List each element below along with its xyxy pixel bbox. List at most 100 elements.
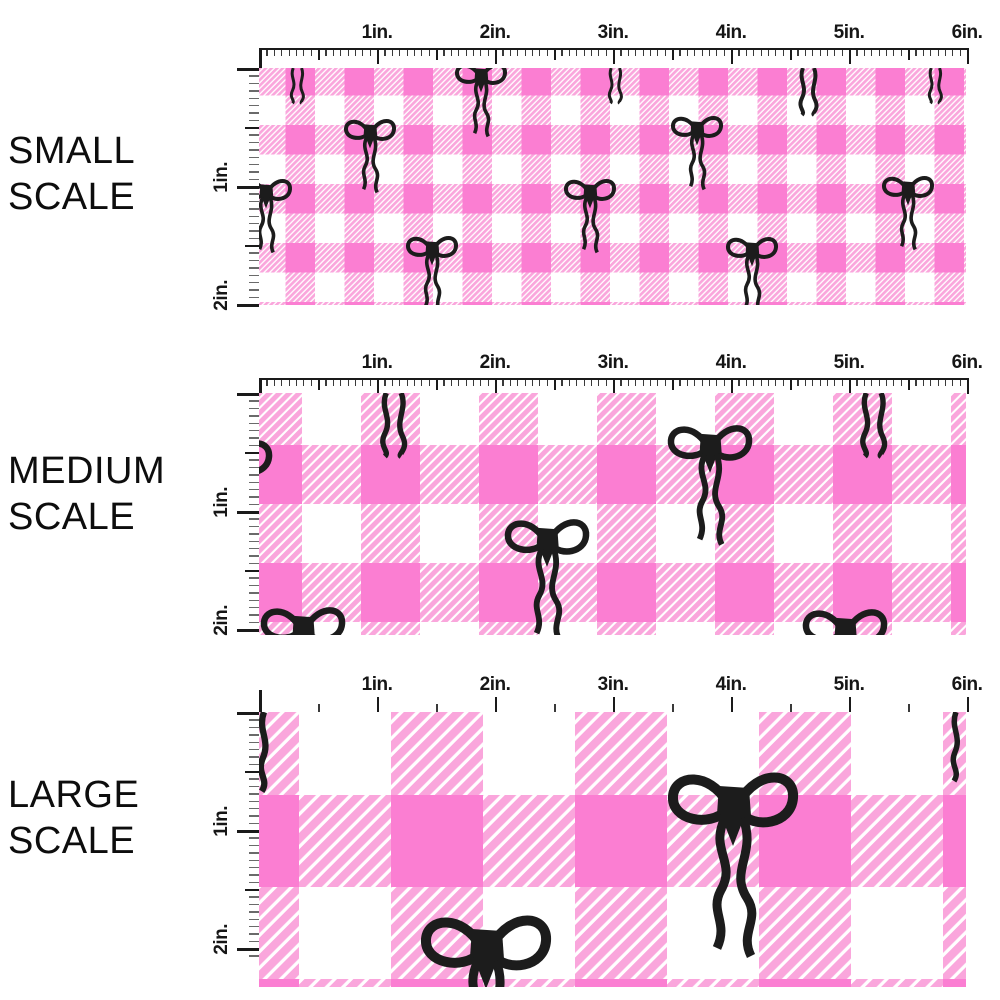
ruler-tick (775, 380, 777, 386)
ruler-tick (249, 533, 259, 535)
ruler-tick (249, 474, 259, 476)
scale-label-line: LARGE (8, 774, 140, 816)
ruler-baseline (259, 378, 969, 380)
ruler-tick (249, 800, 259, 802)
ruler-tick (249, 785, 259, 788)
ruler-tick (443, 380, 445, 386)
ruler-tick (642, 50, 644, 56)
ruler-tick (318, 50, 320, 60)
ruler-tick (642, 380, 644, 386)
ruler-tick (908, 50, 910, 60)
ruler-tick (249, 178, 259, 181)
ruler-tick (731, 50, 733, 64)
inch-label: 4in. (715, 22, 747, 43)
ruler-tick (915, 50, 917, 56)
ruler-tick (249, 911, 259, 913)
ruler-tick (635, 380, 637, 386)
ruler-tick (249, 230, 259, 232)
ruler-tick (613, 380, 615, 394)
ruler-tick (249, 466, 259, 469)
ruler-tick (458, 380, 460, 386)
ruler-tick (841, 50, 843, 56)
ruler-tick (716, 380, 718, 386)
vertical-ruler-small: 1in. 2in. (211, 68, 259, 311)
ruler-tick (893, 50, 895, 56)
scale-label-line: SCALE (8, 820, 136, 862)
ruler-tick (620, 380, 622, 386)
inch-label: 4in. (715, 674, 747, 695)
ruler-tick (753, 380, 755, 386)
ruler-tick (531, 50, 534, 56)
ruler-tick (708, 50, 711, 56)
ruler-tick (863, 380, 865, 386)
fabric-swatch-large (259, 712, 966, 987)
ruler-tick (237, 68, 259, 71)
ruler-tick (281, 50, 283, 56)
ruler-tick (249, 903, 259, 906)
ruler-tick (249, 193, 259, 195)
scale-label-line: MEDIUM (8, 450, 166, 492)
inch-label-vertical: 2in. (211, 605, 232, 636)
ruler-tick (249, 540, 259, 542)
ruler-tick (249, 163, 259, 166)
ruler-tick (583, 380, 585, 386)
ruler-tick (922, 380, 924, 386)
inch-label-vertical: 1in. (211, 806, 232, 837)
inch-label: 2in. (479, 22, 511, 43)
horizontal-ruler-small: 1in. 2in. 3in. 4in. 5in. 6in. (259, 22, 996, 68)
ruler-tick (524, 380, 526, 386)
ruler-tick (679, 50, 681, 56)
ruler-tick (266, 50, 268, 56)
ruler-tick (568, 380, 570, 386)
ruler-tick (273, 50, 275, 56)
ruler-tick (944, 380, 947, 386)
ruler-tick (406, 50, 408, 56)
ruler-tick (249, 793, 259, 795)
ruler-tick (362, 50, 364, 56)
inch-label-vertical: 1in. (211, 487, 232, 518)
ruler-tick (249, 518, 259, 520)
ruler-tick (428, 50, 430, 56)
ruler-tick (672, 50, 674, 60)
ruler-tick (613, 697, 615, 712)
ruler-tick (249, 614, 259, 616)
scale-label-medium: MEDIUM SCALE (8, 448, 165, 540)
ruler-tick (249, 437, 259, 439)
ruler-tick (554, 380, 556, 390)
ruler-tick (249, 496, 259, 498)
ruler-tick (605, 50, 607, 56)
ruler-tick (249, 289, 259, 291)
ruler-tick (583, 50, 585, 56)
ruler-tick (649, 50, 652, 56)
ruler-tick (576, 380, 578, 386)
scale-label-line: SCALE (8, 496, 136, 538)
ruler-tick (249, 756, 259, 758)
ruler-tick (249, 444, 259, 447)
inch-label: 6in. (951, 674, 983, 695)
ruler-tick (249, 134, 259, 136)
ruler-tick (723, 380, 725, 386)
ruler-tick (804, 380, 806, 386)
ruler-tick (325, 50, 327, 56)
vertical-ruler-medium: 1in. 2in. (211, 393, 259, 636)
ruler-tick (249, 577, 259, 579)
ruler-tick (237, 186, 259, 189)
ruler-tick (790, 380, 792, 390)
ruler-tick (354, 380, 357, 386)
ruler-tick (782, 50, 784, 56)
ruler-tick (249, 156, 259, 158)
ruler-tick (856, 50, 858, 56)
ruler-tick (723, 50, 725, 56)
ruler-tick (900, 380, 902, 386)
ruler-tick (249, 296, 259, 299)
ruler-tick (266, 380, 268, 386)
ruler-tick (849, 697, 851, 712)
ruler-tick (249, 222, 259, 225)
ruler-tick (249, 584, 259, 587)
fabric-swatch-medium (259, 393, 966, 635)
inch-label: 2in. (479, 352, 511, 373)
ruler-tick (554, 704, 556, 712)
ruler-tick (745, 50, 747, 56)
horizontal-ruler-medium: 1in. 2in. 3in. 4in. 5in. 6in. (259, 352, 996, 394)
